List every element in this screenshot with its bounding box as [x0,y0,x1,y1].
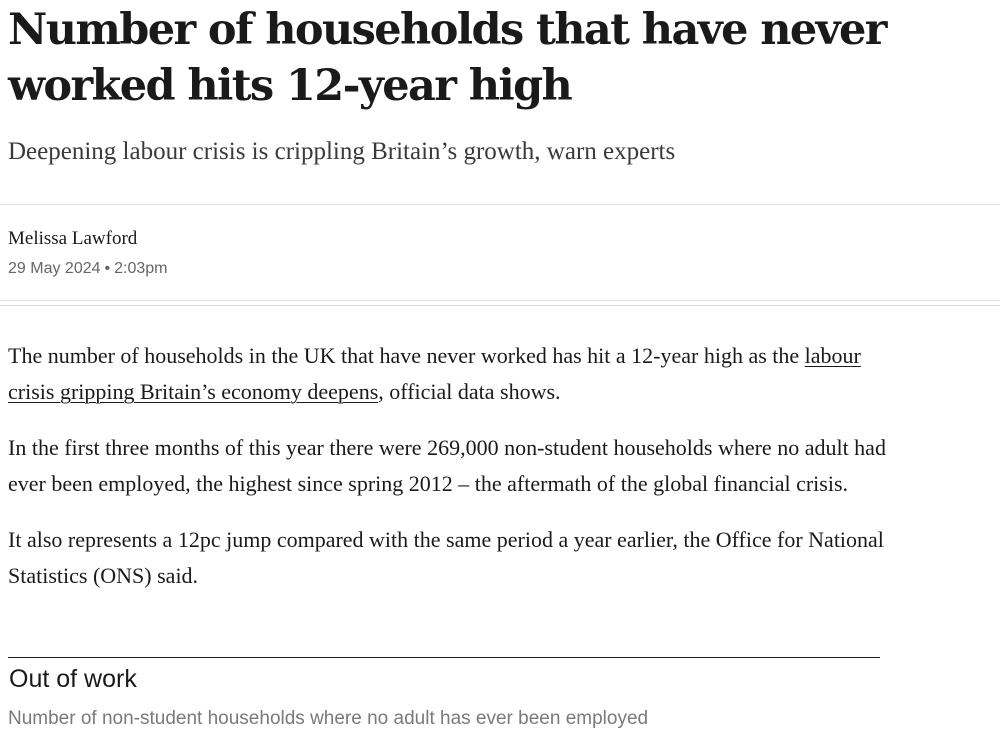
date-separator: • [104,260,111,277]
publish-dateline: 29 May 2024 • 2:03pm [8,258,168,280]
publish-date: 29 May 2024 [8,260,101,277]
article-body: The number of households in the UK that … [8,338,888,614]
article-subheadline: Deepening labour crisis is crippling Bri… [8,138,676,165]
body-paragraph-2: In the first three months of this year t… [8,435,886,496]
divider [0,300,1000,301]
chart-title: Out of work [9,665,137,693]
paragraph-text: , official data shows. [378,379,561,404]
chart-subtitle: Number of non-student households where n… [8,708,649,729]
paragraph-text: The number of households in the UK that … [8,343,805,368]
article-headline: Number of households that have never wor… [8,5,887,111]
body-paragraph-3: It also represents a 12pc jump compared … [8,527,884,588]
body-paragraph-1: The number of households in the UK that … [8,338,888,410]
chart-top-rule [8,657,880,658]
labour-crisis-link[interactable]: labour crisis gripping Britain’s economy… [8,343,861,404]
author-name[interactable]: Melissa Lawford [8,228,138,249]
divider [0,305,1000,306]
publish-time: 2:03pm [114,260,168,277]
divider [0,204,1000,205]
